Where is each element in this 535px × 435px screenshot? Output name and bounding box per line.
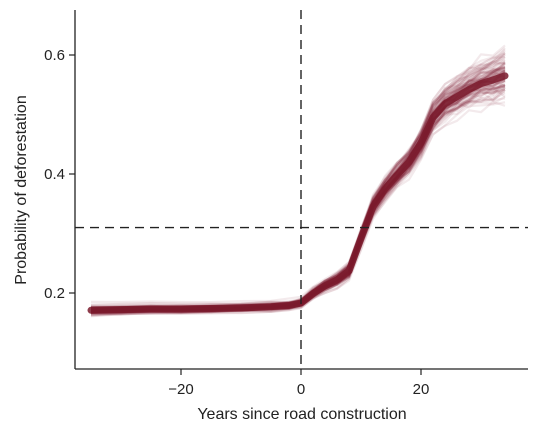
bootstrap-lines: [87, 44, 509, 318]
x-tick-label: −20: [168, 381, 193, 398]
bootstrap-line: [90, 88, 506, 314]
bootstrap-line: [90, 95, 506, 313]
y-tick-label: 0.4: [44, 166, 65, 183]
bootstrap-line: [90, 48, 506, 314]
bootstrap-line: [90, 91, 506, 313]
ticks: −20 0 20 0.2 0.4 0.6: [44, 47, 429, 398]
reference-lines: [75, 10, 528, 369]
x-tick-label: 20: [413, 381, 430, 398]
bootstrap-line: [90, 100, 506, 314]
series-line: [87, 72, 509, 314]
x-axis-title: Years since road construction: [197, 406, 406, 423]
y-tick-label: 0.6: [44, 47, 65, 64]
x-tick-label: 0: [297, 381, 305, 398]
bootstrap-line: [90, 101, 506, 316]
bootstrap-line: [90, 96, 506, 313]
bootstrap-line: [90, 44, 506, 312]
y-tick-label: 0.2: [44, 285, 65, 302]
y-axis-title: Probability of deforestation: [13, 95, 30, 284]
